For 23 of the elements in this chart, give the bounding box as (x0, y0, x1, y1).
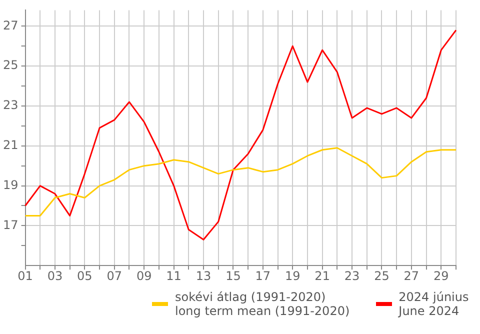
y-tick-label: 23 (2, 98, 18, 112)
x-tick-label: 11 (166, 268, 182, 283)
x-tick-label: 15 (226, 268, 241, 283)
x-tick-label: 07 (106, 268, 122, 283)
y-tick-label: 21 (2, 138, 18, 152)
y-tick-label: 19 (2, 178, 18, 192)
x-tick-label: 27 (404, 268, 420, 283)
x-tick-label: 05 (77, 268, 92, 283)
y-tick-label: 17 (2, 218, 18, 232)
legend-label: sokévi átlag (1991-2020) long term mean (1991-2020) (175, 290, 350, 318)
x-tick-label: 09 (136, 268, 152, 283)
x-tick-label: 01 (18, 268, 33, 283)
x-tick-label: 21 (314, 268, 330, 283)
x-tick-label: 13 (196, 268, 212, 283)
x-tick-label: 19 (284, 268, 300, 283)
x-tick-label: 17 (255, 268, 271, 283)
x-tick-label: 29 (434, 268, 449, 283)
legend-label: 2024 június June 2024 (398, 290, 469, 318)
x-tick-label: 03 (47, 268, 63, 283)
y-tick-label: 25 (2, 58, 18, 72)
y-tick-label: 27 (2, 18, 18, 32)
x-tick-label: 25 (374, 268, 390, 283)
x-tick-label: 23 (344, 268, 360, 283)
